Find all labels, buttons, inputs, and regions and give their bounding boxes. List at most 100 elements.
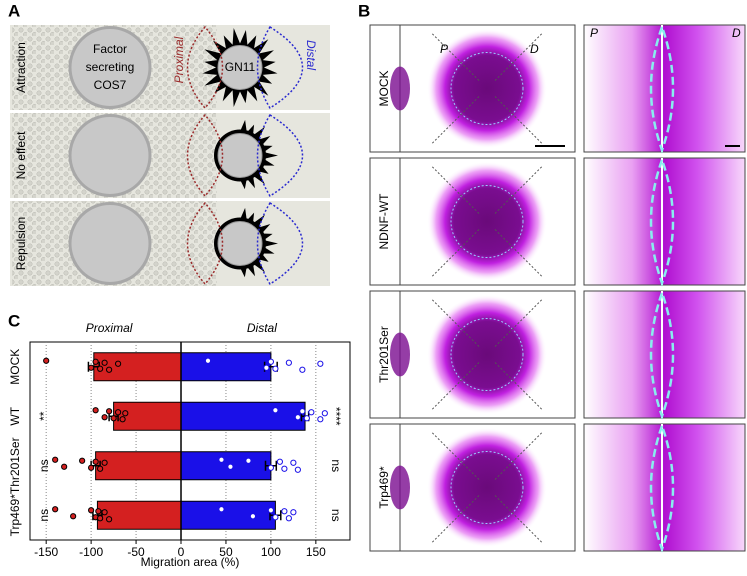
- distal-label: Distal: [304, 40, 318, 70]
- x-tick-label: 150: [306, 545, 326, 559]
- data-point: [110, 415, 117, 422]
- data-point: [122, 410, 129, 417]
- quadrant-line: [494, 362, 543, 410]
- data-point: [101, 509, 108, 516]
- data-point: [92, 407, 99, 414]
- data-point: [290, 509, 297, 516]
- gn11-cell: [217, 45, 263, 90]
- bar: [180, 451, 272, 481]
- bar: [93, 352, 182, 382]
- data-point: [267, 464, 274, 471]
- y-tick-label: WT: [8, 406, 22, 425]
- cos7-cell: [68, 26, 152, 109]
- data-point: [88, 507, 95, 514]
- y-tick-label: MOCK: [8, 349, 22, 385]
- x-tick-label: -150: [34, 545, 58, 559]
- quadrant-line: [494, 229, 543, 277]
- data-point: [308, 409, 315, 416]
- row-label: No effect: [14, 131, 28, 179]
- distal-zone: [256, 201, 304, 286]
- x-tick-label: 0: [178, 545, 185, 559]
- data-point: [52, 506, 59, 513]
- significance-label: ns: [329, 509, 343, 522]
- zoom-outline: [649, 26, 675, 154]
- x-tick-label: -50: [127, 545, 145, 559]
- row-label: Trp469*: [377, 466, 391, 509]
- significance-label: **: [37, 411, 51, 421]
- bar: [180, 352, 272, 382]
- y-tick-label: Trp469*: [8, 494, 22, 537]
- significance-label: ****: [329, 407, 343, 426]
- data-point: [276, 458, 283, 465]
- distal-zone: [256, 113, 304, 198]
- data-point: [92, 458, 99, 465]
- data-point: [70, 513, 77, 520]
- quadrant-line: [431, 495, 480, 543]
- cos7-label: COS7: [94, 78, 127, 92]
- data-point: [114, 409, 122, 416]
- data-point: [321, 410, 328, 417]
- data-point: [299, 408, 306, 415]
- zoom-frame: [583, 290, 746, 419]
- explant: [427, 161, 547, 282]
- data-point: [249, 513, 257, 520]
- cos7-edge: [390, 465, 410, 510]
- zoom-outline: [649, 425, 675, 553]
- zoom-frame: [583, 157, 746, 286]
- data-point: [290, 459, 297, 466]
- data-point: [299, 366, 306, 373]
- data-point: [303, 415, 310, 422]
- zoom-outline: [649, 292, 675, 420]
- gn11-cell: [217, 133, 263, 178]
- row-label: MOCK: [377, 71, 391, 107]
- data-point: [245, 457, 252, 464]
- quadrant-line: [431, 299, 480, 347]
- zoom-frame: [583, 24, 746, 153]
- data-point: [88, 464, 95, 471]
- row-label: Thr201Ser: [377, 326, 391, 383]
- p-label: P: [590, 26, 598, 40]
- proximal-zone: [186, 113, 224, 198]
- data-point: [285, 515, 292, 522]
- bar: [180, 500, 276, 530]
- cos7-edge: [390, 332, 410, 377]
- explant-outline: [450, 318, 524, 391]
- bar: [113, 401, 182, 431]
- data-point: [92, 358, 99, 365]
- data-point: [218, 506, 225, 513]
- panel-label: C: [8, 311, 20, 330]
- bar: [96, 500, 182, 530]
- panel-label: A: [8, 1, 20, 20]
- data-point: [294, 466, 301, 473]
- data-point: [204, 357, 212, 364]
- cos7-label: Factor: [93, 42, 127, 56]
- data-point: [43, 357, 50, 364]
- bar: [95, 451, 182, 481]
- cos7-label: secreting: [86, 60, 135, 74]
- quadrant-line: [431, 96, 480, 144]
- significance-label: ns: [37, 459, 51, 472]
- cos7-cell: [68, 202, 152, 285]
- quadrant-line: [431, 166, 480, 214]
- data-point: [218, 456, 225, 463]
- row-label: NDNF-WT: [377, 193, 391, 250]
- data-point: [272, 407, 279, 414]
- quadrant-line: [431, 229, 480, 277]
- quadrant-line: [494, 166, 543, 214]
- y-tick-label: Thr201Ser: [8, 437, 22, 494]
- panel-label: B: [358, 1, 370, 20]
- data-point: [267, 507, 274, 514]
- data-point: [101, 414, 108, 421]
- quadrant-line: [431, 432, 480, 480]
- quadrant-line: [494, 33, 543, 81]
- zoom-frame: [583, 423, 746, 552]
- data-point: [281, 508, 288, 515]
- quadrant-line: [431, 362, 480, 410]
- quadrant-line: [494, 299, 543, 347]
- quadrant-line: [494, 432, 543, 480]
- significance-label: ns: [37, 509, 51, 522]
- data-point: [101, 359, 108, 366]
- data-point: [285, 359, 292, 366]
- data-point: [267, 358, 274, 365]
- distal-zone: [256, 25, 304, 110]
